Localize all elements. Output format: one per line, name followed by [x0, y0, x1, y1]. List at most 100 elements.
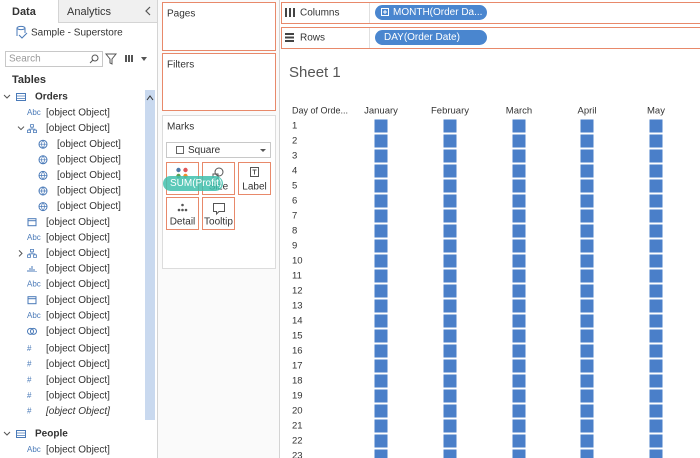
square-mark[interactable]	[512, 434, 526, 448]
field-name[interactable]: [object Object]	[57, 201, 121, 212]
square-mark[interactable]	[512, 389, 526, 403]
square-mark[interactable]	[443, 314, 457, 328]
square-mark[interactable]	[374, 284, 388, 298]
square-mark[interactable]	[443, 254, 457, 268]
square-mark[interactable]	[512, 224, 526, 238]
field-name[interactable]: [object Object]	[46, 123, 110, 134]
square-mark[interactable]	[580, 254, 594, 268]
square-mark[interactable]	[443, 299, 457, 313]
square-mark[interactable]	[649, 269, 663, 283]
square-mark[interactable]	[443, 284, 457, 298]
square-mark[interactable]	[580, 179, 594, 193]
square-mark[interactable]	[443, 209, 457, 223]
square-mark[interactable]	[443, 374, 457, 388]
field-name[interactable]: [object Object]	[45, 406, 110, 417]
square-mark[interactable]	[512, 119, 526, 133]
rows-pill[interactable]	[375, 30, 487, 45]
square-mark[interactable]	[443, 149, 457, 163]
square-mark[interactable]	[374, 389, 388, 403]
square-mark[interactable]	[374, 224, 388, 238]
square-mark[interactable]	[580, 389, 594, 403]
square-mark[interactable]	[649, 119, 663, 133]
square-mark[interactable]	[443, 389, 457, 403]
square-mark[interactable]	[443, 239, 457, 253]
square-mark[interactable]	[649, 134, 663, 148]
square-mark[interactable]	[443, 119, 457, 133]
square-mark[interactable]	[649, 194, 663, 208]
field-name[interactable]: [object Object]	[46, 232, 110, 243]
square-mark[interactable]	[374, 299, 388, 313]
square-mark[interactable]	[374, 404, 388, 418]
square-mark[interactable]	[443, 224, 457, 238]
square-mark[interactable]	[580, 314, 594, 328]
square-mark[interactable]	[649, 359, 663, 373]
square-mark[interactable]	[374, 194, 388, 208]
square-mark[interactable]	[649, 419, 663, 433]
square-mark[interactable]	[374, 314, 388, 328]
square-mark[interactable]	[443, 359, 457, 373]
square-mark[interactable]	[580, 374, 594, 388]
field-name[interactable]: [object Object]	[46, 279, 110, 290]
square-mark[interactable]	[580, 269, 594, 283]
analytics-tab-bg[interactable]	[58, 0, 157, 22]
data-source-name[interactable]: Sample - Superstore	[31, 28, 123, 39]
tooltip-button[interactable]	[202, 197, 235, 230]
field-name[interactable]: [object Object]	[46, 390, 110, 401]
collapse-caret[interactable]	[3, 94, 11, 99]
square-mark[interactable]	[649, 434, 663, 448]
square-mark[interactable]	[374, 134, 388, 148]
square-mark[interactable]	[443, 134, 457, 148]
square-mark[interactable]	[580, 194, 594, 208]
square-mark[interactable]	[580, 134, 594, 148]
square-mark[interactable]	[512, 314, 526, 328]
collapse-caret[interactable]	[3, 431, 11, 436]
collapse-caret[interactable]	[17, 126, 25, 131]
square-mark[interactable]	[512, 344, 526, 358]
square-mark[interactable]	[374, 209, 388, 223]
square-mark[interactable]	[512, 239, 526, 253]
square-mark[interactable]	[580, 284, 594, 298]
square-mark[interactable]	[512, 329, 526, 343]
square-mark[interactable]	[649, 254, 663, 268]
square-mark[interactable]	[649, 389, 663, 403]
square-mark[interactable]	[649, 164, 663, 178]
field-name[interactable]: [object Object]	[57, 170, 121, 181]
square-mark[interactable]	[512, 449, 526, 458]
columns-shelf[interactable]	[281, 2, 700, 24]
square-mark[interactable]	[649, 404, 663, 418]
square-mark[interactable]	[580, 434, 594, 448]
square-mark[interactable]	[649, 329, 663, 343]
square-mark[interactable]	[512, 254, 526, 268]
data-tab[interactable]: Data	[12, 6, 37, 18]
field-name[interactable]: [object Object]	[46, 326, 110, 337]
square-mark[interactable]	[512, 134, 526, 148]
columns-pill[interactable]	[375, 5, 487, 20]
field-name[interactable]: [object Object]	[46, 264, 110, 275]
square-mark[interactable]	[512, 149, 526, 163]
field-name[interactable]: [object Object]	[57, 154, 121, 165]
square-mark[interactable]	[374, 269, 388, 283]
dragging-pill[interactable]	[163, 176, 223, 191]
view-options-icon[interactable]	[125, 55, 147, 62]
square-mark[interactable]	[512, 284, 526, 298]
square-mark[interactable]	[580, 419, 594, 433]
square-mark[interactable]	[580, 239, 594, 253]
field-name[interactable]: [object Object]	[46, 445, 110, 456]
collapse-arrow[interactable]	[145, 6, 151, 16]
table-name[interactable]: People	[35, 429, 68, 440]
rows-shelf[interactable]	[281, 27, 700, 49]
square-mark[interactable]	[580, 329, 594, 343]
square-mark[interactable]	[443, 344, 457, 358]
square-mark[interactable]	[580, 359, 594, 373]
square-mark[interactable]	[649, 314, 663, 328]
field-name[interactable]: [object Object]	[46, 375, 110, 386]
square-mark[interactable]	[443, 449, 457, 458]
square-mark[interactable]	[512, 359, 526, 373]
expand-caret[interactable]	[18, 250, 23, 257]
square-mark[interactable]	[512, 164, 526, 178]
square-mark[interactable]	[512, 374, 526, 388]
square-mark[interactable]	[649, 149, 663, 163]
square-mark[interactable]	[374, 239, 388, 253]
square-mark[interactable]	[649, 179, 663, 193]
mark-type-dropdown[interactable]	[166, 142, 271, 158]
